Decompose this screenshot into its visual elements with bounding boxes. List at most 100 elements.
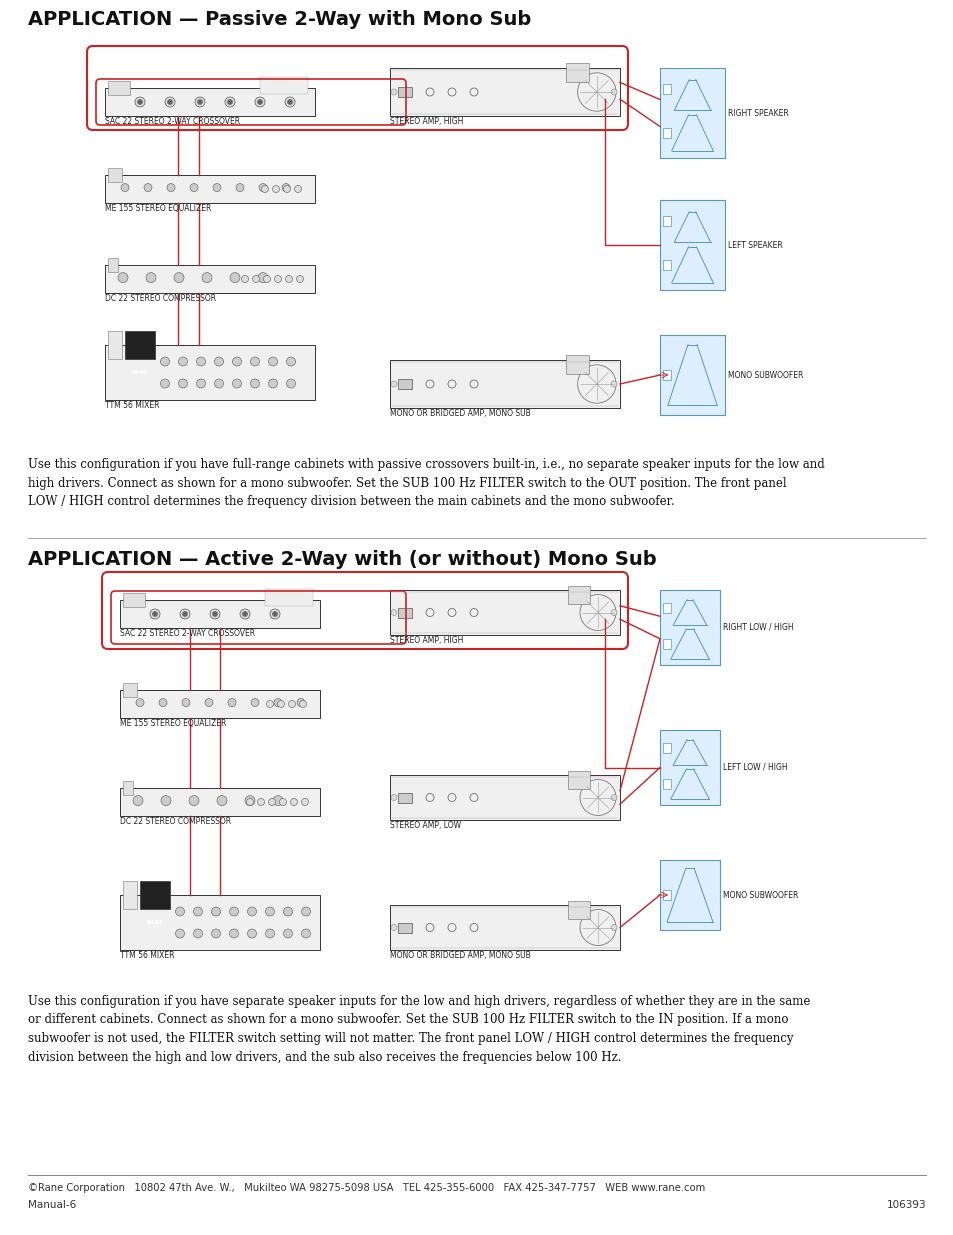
Text: MONO OR BRIDGED AMP, MONO SUB: MONO OR BRIDGED AMP, MONO SUB — [390, 409, 530, 417]
Circle shape — [212, 906, 220, 916]
Text: STEREO AMP, HIGH: STEREO AMP, HIGH — [390, 636, 463, 645]
Bar — [662, 638, 670, 650]
Circle shape — [247, 929, 256, 939]
Text: DC 22 STEREO COMPRESSOR: DC 22 STEREO COMPRESSOR — [120, 818, 231, 826]
Circle shape — [283, 185, 291, 193]
Bar — [125, 331, 154, 358]
Circle shape — [160, 357, 170, 366]
Circle shape — [197, 100, 202, 105]
Circle shape — [283, 906, 293, 916]
Bar — [123, 683, 137, 697]
Circle shape — [173, 273, 184, 283]
Text: ©Rane Corporation   10802 47th Ave. W.,   Mukilteo WA 98275-5098 USA   TEL 425-3: ©Rane Corporation 10802 47th Ave. W., Mu… — [28, 1183, 704, 1193]
Bar — [105, 345, 314, 400]
Circle shape — [225, 98, 234, 107]
Circle shape — [241, 275, 248, 283]
Bar — [662, 370, 671, 380]
Circle shape — [240, 609, 250, 619]
Circle shape — [161, 795, 171, 805]
Bar — [265, 589, 313, 605]
Circle shape — [254, 98, 265, 107]
Circle shape — [144, 184, 152, 191]
Circle shape — [258, 184, 267, 191]
Bar — [123, 593, 145, 606]
Circle shape — [610, 610, 617, 615]
Circle shape — [257, 799, 264, 805]
Bar — [397, 86, 412, 98]
Bar — [567, 585, 589, 604]
Circle shape — [135, 98, 145, 107]
Circle shape — [273, 795, 283, 805]
Circle shape — [273, 611, 277, 616]
Bar — [108, 82, 130, 95]
Bar — [662, 216, 671, 226]
Circle shape — [268, 799, 275, 805]
Circle shape — [274, 275, 281, 283]
Bar — [662, 603, 670, 613]
Circle shape — [214, 379, 223, 388]
Circle shape — [132, 795, 143, 805]
Circle shape — [216, 795, 227, 805]
Circle shape — [391, 382, 396, 387]
Circle shape — [189, 795, 199, 805]
Circle shape — [391, 925, 396, 930]
Circle shape — [610, 925, 617, 930]
Circle shape — [257, 100, 262, 105]
Bar — [662, 259, 671, 269]
Bar — [659, 860, 720, 930]
Bar — [390, 776, 619, 820]
Circle shape — [175, 929, 184, 939]
Bar — [659, 730, 720, 805]
Circle shape — [285, 98, 294, 107]
Circle shape — [230, 906, 238, 916]
Bar — [123, 781, 132, 795]
Circle shape — [194, 98, 205, 107]
Circle shape — [175, 906, 184, 916]
Circle shape — [235, 184, 244, 191]
Circle shape — [285, 275, 293, 283]
Circle shape — [178, 357, 188, 366]
Bar — [390, 905, 619, 950]
Bar — [567, 771, 589, 788]
Circle shape — [196, 379, 205, 388]
Bar — [397, 379, 412, 389]
Text: SAC 22 STEREO 2-WAY CROSSOVER: SAC 22 STEREO 2-WAY CROSSOVER — [120, 629, 254, 638]
Bar — [140, 882, 170, 909]
Circle shape — [146, 273, 156, 283]
Bar — [662, 779, 670, 789]
Bar — [565, 356, 588, 374]
Bar — [260, 77, 308, 94]
Circle shape — [159, 699, 167, 706]
Text: SAC 22 STEREO 2-WAY CROSSOVER: SAC 22 STEREO 2-WAY CROSSOVER — [105, 117, 240, 126]
Circle shape — [610, 794, 617, 800]
Text: APPLICATION — Passive 2-Way with Mono Sub: APPLICATION — Passive 2-Way with Mono Su… — [28, 10, 531, 28]
Circle shape — [261, 185, 268, 193]
Text: DC 22 STEREO COMPRESSOR: DC 22 STEREO COMPRESSOR — [105, 294, 216, 303]
Circle shape — [279, 799, 286, 805]
Circle shape — [283, 929, 293, 939]
Bar — [662, 742, 670, 752]
Text: 106393: 106393 — [885, 1200, 925, 1210]
Circle shape — [205, 699, 213, 706]
Circle shape — [266, 700, 274, 708]
Circle shape — [274, 699, 282, 706]
Circle shape — [253, 275, 259, 283]
Circle shape — [294, 185, 301, 193]
Circle shape — [227, 100, 233, 105]
Circle shape — [286, 379, 295, 388]
Text: TTM 56 MIXER: TTM 56 MIXER — [105, 401, 159, 410]
Bar — [108, 258, 118, 272]
Circle shape — [291, 799, 297, 805]
Circle shape — [136, 699, 144, 706]
Circle shape — [118, 273, 128, 283]
Circle shape — [288, 700, 295, 708]
Circle shape — [268, 357, 277, 366]
Bar — [659, 68, 724, 158]
Circle shape — [296, 699, 305, 706]
Circle shape — [182, 611, 188, 616]
Bar — [120, 788, 319, 816]
Text: STEREO AMP, LOW: STEREO AMP, LOW — [390, 821, 460, 830]
Circle shape — [230, 929, 238, 939]
Bar — [105, 88, 314, 116]
Circle shape — [391, 794, 396, 800]
